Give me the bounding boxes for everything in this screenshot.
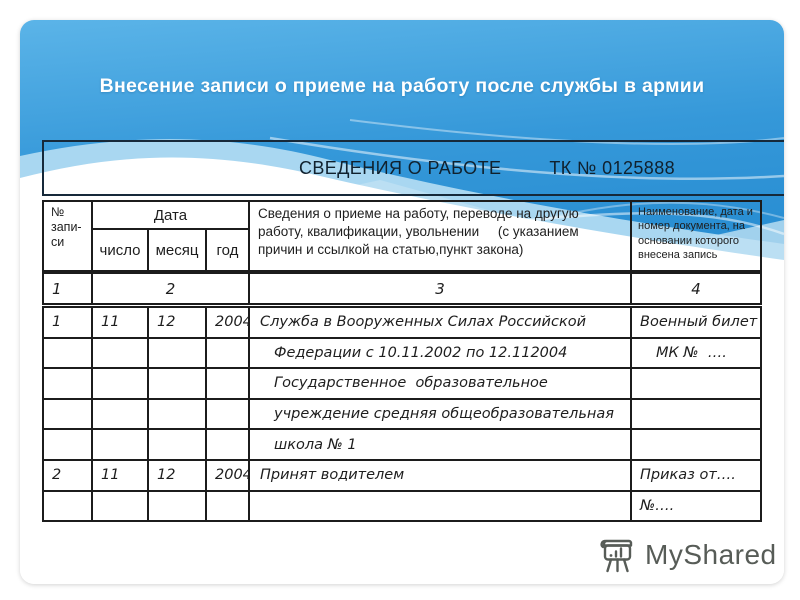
cell-day: [91, 428, 149, 461]
cell-month: [147, 336, 207, 370]
cell-info: учреждение средняя общеобразовательная: [248, 397, 632, 431]
cell-info: школа № 1: [248, 428, 632, 461]
table-row: Государственное образовательное: [42, 367, 762, 400]
cell-doc: [630, 397, 762, 431]
column-numbers: 1 2 3 4: [42, 272, 762, 305]
cell-year: [205, 367, 250, 400]
cell-month: [147, 397, 207, 431]
myshared-logo: MyShared: [596, 534, 777, 576]
cell-doc: [630, 367, 762, 400]
cell-day: [91, 489, 149, 523]
header-year: год: [205, 228, 250, 272]
table-row: школа № 1: [42, 428, 762, 461]
table-row: 2 11 12 2004 Принят водителем Приказ от……: [42, 458, 762, 492]
flipchart-icon: [600, 539, 633, 573]
table-row: 1 11 12 2004 Служба в Вооруженных Силах …: [42, 306, 762, 339]
myshared-logo-text: MyShared: [645, 539, 777, 570]
col-number-2: 2: [91, 272, 250, 305]
workbook-header-band: СВЕДЕНИЯ О РАБОТЕ ТК № 0125888: [42, 140, 784, 196]
cell-day: [91, 336, 149, 370]
header-date: Дата: [91, 200, 250, 230]
cell-year: [205, 336, 250, 370]
table-row: Федерации с 10.11.2002 по 12.112004 МК №…: [42, 336, 762, 370]
cell-day: [91, 397, 149, 431]
records-table: 1 11 12 2004 Служба в Вооруженных Силах …: [42, 306, 762, 523]
cell-info: Служба в Вооруженных Силах Российской: [248, 306, 632, 339]
cell-year: [205, 489, 250, 523]
cell-doc: Военный билет: [630, 306, 762, 339]
header-doc: Наименование, дата и номер документа, на…: [630, 200, 762, 272]
cell-info: Федерации с 10.11.2002 по 12.112004: [248, 336, 632, 370]
table-row: учреждение средняя общеобразовательная: [42, 397, 762, 431]
cell-month: 12: [147, 306, 207, 339]
col-number-3: 3: [248, 272, 632, 305]
col-number-1: 1: [42, 272, 93, 305]
cell-record-no: 2: [42, 458, 93, 492]
cell-year: [205, 428, 250, 461]
cell-record-no: [42, 428, 93, 461]
cell-month: [147, 489, 207, 523]
slide-title: Внесение записи о приеме на работу после…: [99, 75, 705, 97]
header-month: месяц: [147, 228, 207, 272]
cell-record-no: 1: [42, 306, 93, 339]
cell-day: 11: [91, 458, 149, 492]
cell-doc: [630, 428, 762, 461]
col-number-4: 4: [630, 272, 762, 305]
cell-info: [248, 489, 632, 523]
deco-line-1: [269, 136, 784, 181]
cell-day: [91, 367, 149, 400]
header-info: Сведения о приеме на работу, переводе на…: [248, 200, 632, 272]
cell-info: Государственное образовательное: [248, 367, 632, 400]
cell-month: [147, 367, 207, 400]
cell-record-no: [42, 367, 93, 400]
cell-year: 2004: [205, 458, 250, 492]
header-record-no: № запи- си: [42, 200, 93, 272]
column-numbers-row: 1 2 3 4: [42, 272, 762, 305]
cell-doc: Приказ от….: [630, 458, 762, 492]
workbook-number: ТК № 0125888: [549, 157, 676, 178]
cell-doc: МК № ….: [630, 336, 762, 370]
cell-month: 12: [147, 458, 207, 492]
cell-day: 11: [91, 306, 149, 339]
workbook-section-title: СВЕДЕНИЯ О РАБОТЕ: [299, 157, 502, 178]
cell-record-no: [42, 397, 93, 431]
cell-info: Принят водителем: [248, 458, 632, 492]
cell-year: 2004: [205, 306, 250, 339]
cell-record-no: [42, 336, 93, 370]
column-headers-table: № запи- си Дата Сведения о приеме на раб…: [42, 200, 762, 272]
cell-year: [205, 397, 250, 431]
slide: Внесение записи о приеме на работу после…: [20, 20, 784, 584]
cell-record-no: [42, 489, 93, 523]
table-row: №….: [42, 489, 762, 523]
cell-month: [147, 428, 207, 461]
header-day: число: [91, 228, 149, 272]
cell-doc: №….: [630, 489, 762, 523]
